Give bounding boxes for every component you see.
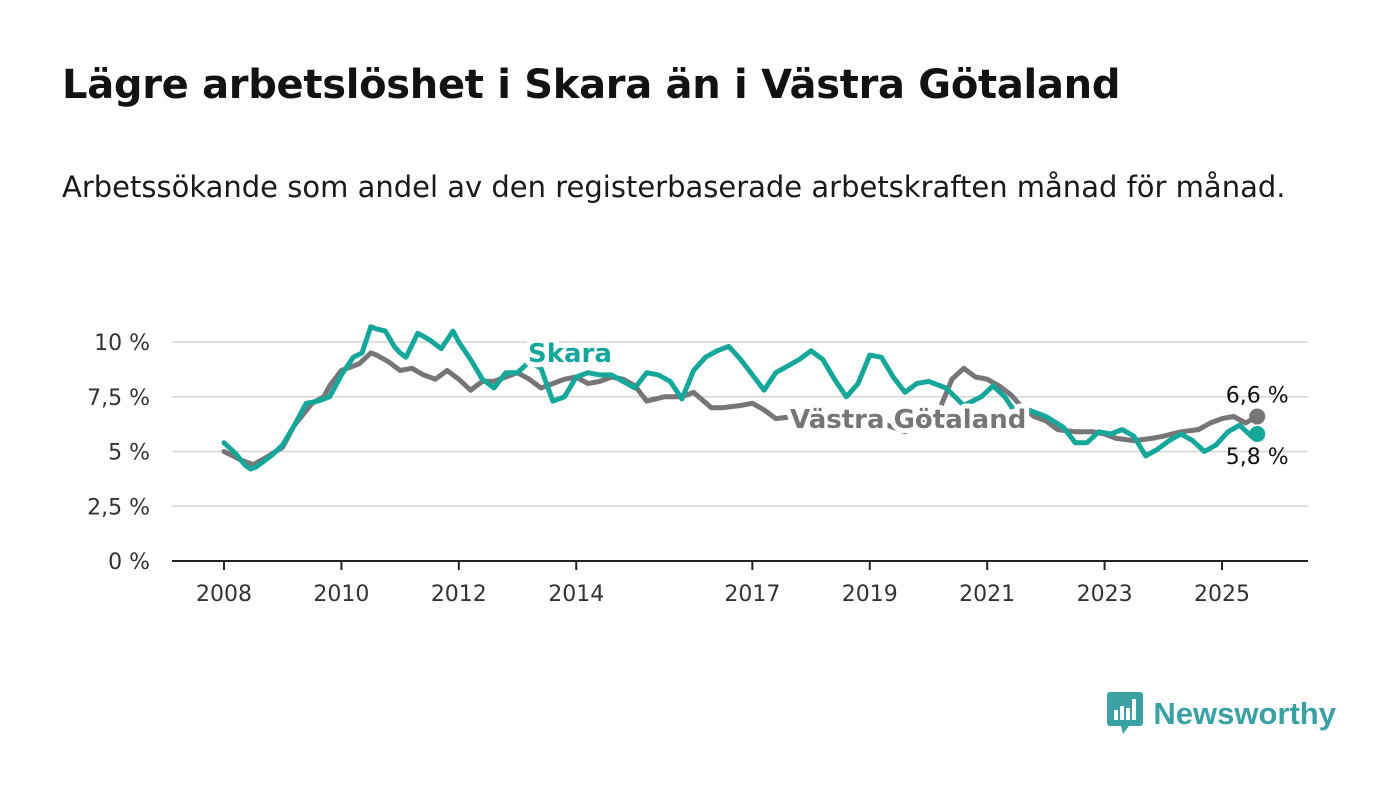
x-tick-label: 2008 [196, 582, 252, 607]
end-label-skara: 5,8 % [1226, 445, 1289, 470]
x-axis-tick-labels: 2008 2010 2012 2014 2017 2019 2021 2023 2025 [196, 561, 1250, 607]
y-tick-label: 5 % [108, 441, 150, 466]
series-line-v-stra-g-taland [221, 350, 1260, 468]
end-label-vastra-gotaland: 6,6 % [1226, 383, 1289, 408]
x-tick-label: 2012 [431, 582, 487, 607]
series-line-skara [221, 324, 1260, 472]
series-annotation-vastra-gotaland: Västra Götaland [790, 405, 1026, 435]
series-annotation-skara: Skara [528, 339, 612, 369]
series-lines [221, 324, 1266, 472]
series-annotation-vastra-gotaland-halo: Västra Götaland [790, 405, 1026, 435]
x-tick-label: 2025 [1194, 582, 1250, 607]
y-tick-label: 2,5 % [87, 495, 150, 520]
chart-title: Lägre arbetslöshet i Skara än i Västra G… [62, 62, 1121, 108]
chart-subtitle: Arbetssökande som andel av den registerb… [62, 170, 1286, 204]
y-axis-tick-labels: 0 % 2,5 % 5 % 7,5 % 10 % [87, 331, 150, 575]
x-tick-label: 2014 [548, 582, 604, 607]
newsworthy-brand[interactable]: Newsworthy [1107, 692, 1336, 736]
y-tick-label: 10 % [94, 331, 150, 356]
gridlines [172, 341, 1308, 507]
x-tick-label: 2023 [1077, 582, 1133, 607]
y-tick-label: 0 % [108, 550, 150, 575]
series-annotation-skara-halo: Skara [528, 339, 612, 369]
x-tick-label: 2017 [724, 582, 780, 607]
x-tick-label: 2019 [842, 582, 898, 607]
series-endpoint-v-stra-g-taland [1249, 408, 1266, 425]
x-tick-label: 2010 [313, 582, 369, 607]
series-endpoint-skara [1249, 425, 1266, 442]
newsworthy-logo-icon [1107, 692, 1144, 734]
y-tick-label: 7,5 % [87, 386, 150, 411]
x-tick-label: 2021 [959, 582, 1015, 607]
brand-name: Newsworthy [1153, 696, 1336, 731]
